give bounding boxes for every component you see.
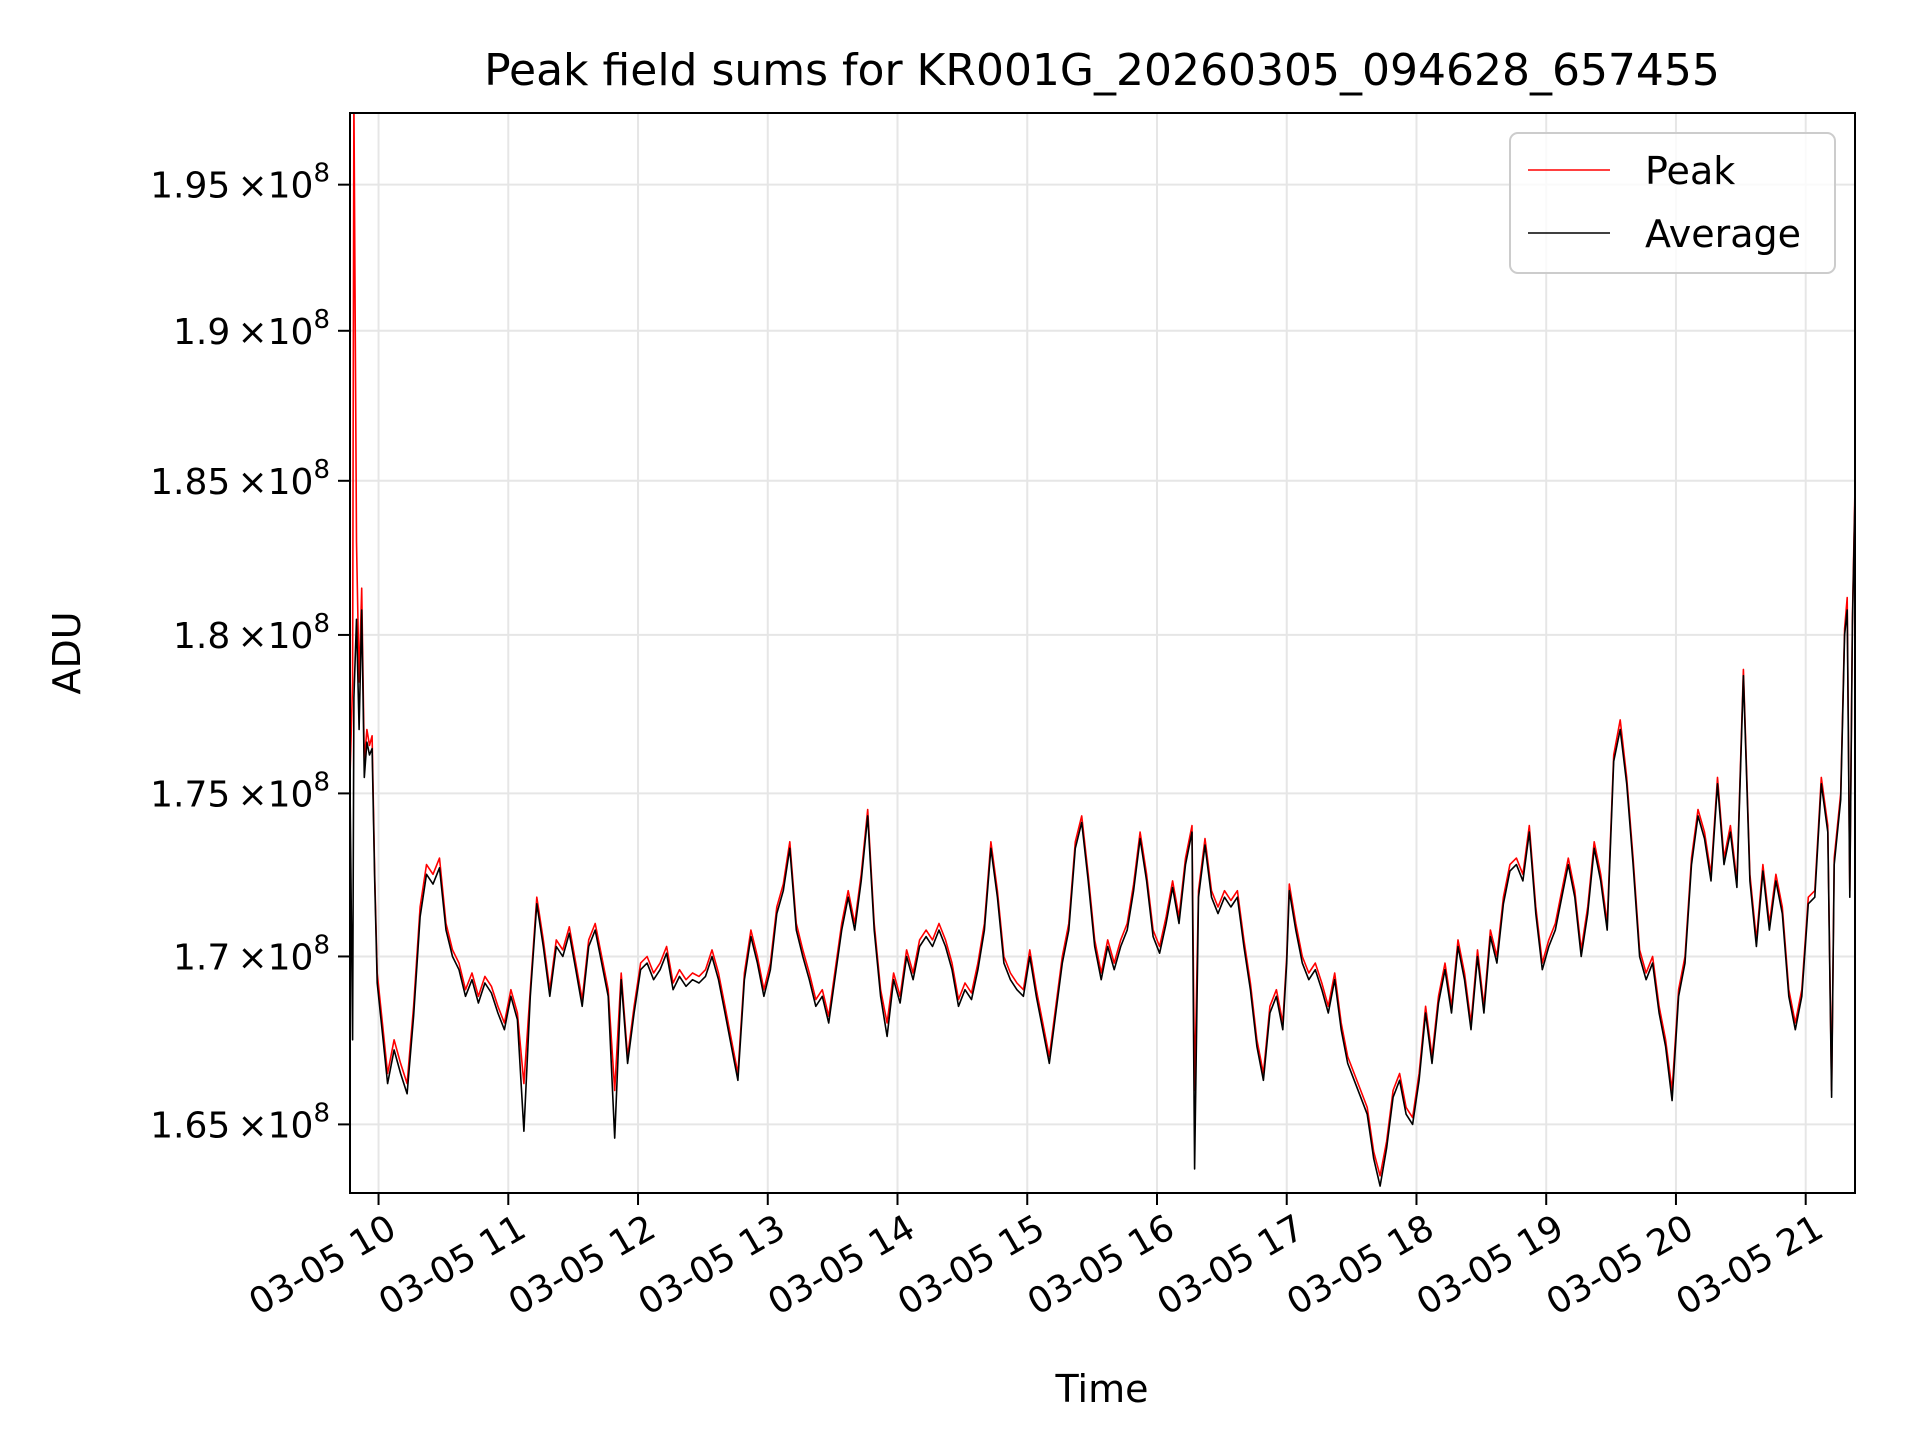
y-tick-label: 1.7 ×108 — [173, 930, 330, 978]
plot-area — [350, 113, 1855, 1187]
legend-label-average: Average — [1645, 212, 1801, 256]
x-axis-label: Time — [1055, 1367, 1149, 1411]
series-line-average — [350, 495, 1855, 1187]
y-axis-ticks: 1.65 ×108 1.7 ×108 1.75 ×108 1.8 ×108 1.85 ×… — [150, 159, 350, 1146]
series-line-peak — [350, 113, 1855, 1177]
y-tick-label: 1.85 ×108 — [150, 455, 330, 503]
y-tick-label: 1.95 ×108 — [150, 159, 330, 207]
chart-title: Peak field sums for KR001G_20260305_0946… — [484, 45, 1720, 96]
legend-label-peak: Peak — [1645, 149, 1735, 193]
y-tick-label: 1.9 ×108 — [173, 305, 330, 353]
legend-box — [1509, 132, 1836, 274]
axes-frame — [349, 112, 1856, 1194]
y-axis-label: ADU — [45, 611, 89, 694]
y-tick-label: 1.8 ×108 — [173, 609, 330, 657]
y-tick-label: 1.75 ×108 — [150, 767, 330, 815]
y-tick-label: 1.65 ×108 — [150, 1098, 330, 1146]
legend: Peak Average — [1509, 132, 1836, 274]
